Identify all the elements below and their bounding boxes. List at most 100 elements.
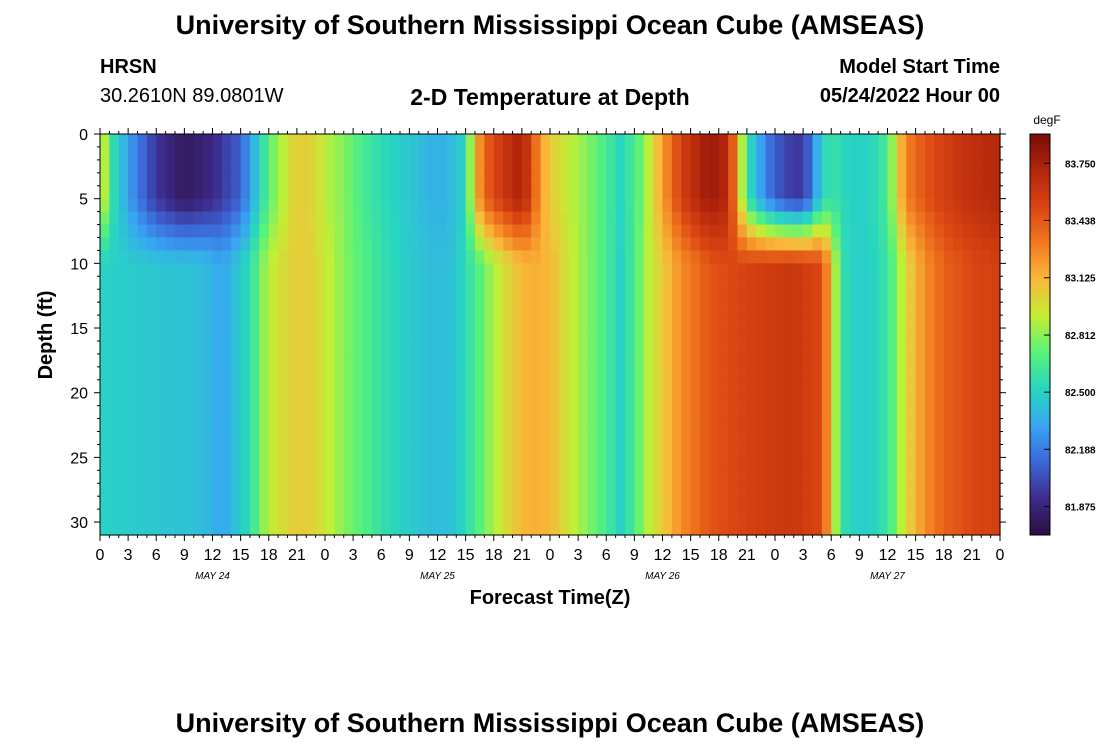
heatmap-cell — [728, 470, 739, 484]
heatmap-cell — [878, 470, 889, 484]
heatmap-cell — [671, 392, 682, 407]
heatmap-cell — [850, 159, 860, 174]
heatmap-cell — [137, 483, 148, 497]
heatmap-cell — [156, 522, 167, 536]
heatmap-cell — [343, 302, 354, 316]
heatmap-cell — [709, 340, 720, 355]
heatmap-cell — [268, 224, 279, 239]
heatmap-cell — [128, 496, 139, 510]
heatmap-cell — [353, 379, 364, 394]
heatmap-cell — [184, 457, 195, 471]
heatmap-cell — [400, 172, 410, 187]
heatmap-cell — [193, 211, 204, 226]
heatmap-cell — [521, 263, 532, 277]
heatmap-cell — [343, 405, 354, 420]
heatmap-cell — [615, 340, 626, 355]
heatmap-cell — [934, 172, 945, 187]
heatmap-cell — [718, 379, 729, 394]
heatmap-cell — [400, 353, 410, 368]
heatmap-cell — [540, 379, 551, 394]
heatmap-cell — [240, 379, 251, 394]
heatmap-cell — [203, 289, 214, 303]
heatmap-cell — [531, 418, 542, 433]
heatmap-cell — [793, 457, 804, 471]
heatmap-cell — [446, 172, 457, 187]
heatmap-cell — [203, 198, 214, 213]
heatmap-cell — [718, 250, 729, 264]
heatmap-cell — [325, 302, 335, 316]
heatmap-cell — [250, 457, 260, 471]
heatmap-cell — [484, 289, 495, 303]
heatmap-cell — [615, 496, 626, 510]
heatmap-cell — [653, 328, 664, 342]
heatmap-cell — [100, 276, 110, 290]
heatmap-cell — [231, 315, 242, 329]
heatmap-cell — [240, 353, 251, 368]
heatmap-cell — [625, 457, 635, 471]
heatmap-cell — [259, 366, 270, 381]
heatmap-cell — [137, 418, 148, 433]
heatmap-cell — [625, 366, 635, 381]
heatmap-cell — [990, 172, 1001, 187]
heatmap-cell — [671, 211, 682, 226]
heatmap-cell — [512, 237, 523, 252]
heatmap-cell — [803, 276, 814, 290]
heatmap-cell — [625, 134, 635, 148]
heatmap-cell — [690, 211, 701, 226]
heatmap-cell — [765, 418, 776, 433]
heatmap-cell — [231, 134, 242, 148]
heatmap-cell — [850, 444, 860, 458]
heatmap-cell — [418, 366, 429, 381]
heatmap-cell — [250, 289, 260, 303]
heatmap-cell — [953, 366, 964, 381]
heatmap-cell — [962, 470, 973, 484]
heatmap-cell — [671, 444, 682, 458]
heatmap-cell — [718, 509, 729, 523]
heatmap-cell — [559, 431, 570, 446]
heatmap-cell — [868, 172, 879, 187]
heatmap-cell — [193, 379, 204, 394]
heatmap-cell — [521, 328, 532, 342]
heatmap-cell — [803, 146, 814, 161]
heatmap-cell — [456, 340, 467, 355]
heatmap-cell — [184, 340, 195, 355]
heatmap-cell — [193, 431, 204, 446]
heatmap-cell — [981, 418, 992, 433]
heatmap-cell — [971, 470, 982, 484]
heatmap-cell — [287, 159, 298, 174]
heatmap-cell — [428, 185, 439, 200]
heatmap-cell — [850, 431, 860, 446]
heatmap-cell — [409, 250, 420, 264]
heatmap-cell — [671, 522, 682, 536]
heatmap-cell — [934, 211, 945, 226]
heatmap-cell — [718, 134, 729, 148]
heatmap-cell — [240, 522, 251, 536]
heatmap-cell — [400, 496, 410, 510]
heatmap-cell — [390, 185, 401, 200]
heatmap-cell — [915, 366, 926, 381]
heatmap-cell — [446, 522, 457, 536]
heatmap-cell — [615, 328, 626, 342]
heatmap-cell — [578, 379, 589, 394]
heatmap-cell — [550, 211, 560, 226]
heatmap-cell — [746, 340, 757, 355]
heatmap-cell — [812, 405, 823, 420]
heatmap-cell — [709, 405, 720, 420]
heatmap-cell — [671, 315, 682, 329]
heatmap-cell — [812, 159, 823, 174]
heatmap-cell — [221, 159, 232, 174]
heatmap-cell — [371, 250, 382, 264]
heatmap-cell — [765, 315, 776, 329]
heatmap-cell — [175, 146, 185, 161]
heatmap-cell — [475, 263, 485, 277]
x-tick-label: 21 — [288, 547, 306, 564]
heatmap-cell — [643, 198, 654, 213]
heatmap-cell — [193, 198, 204, 213]
heatmap-cell — [137, 353, 148, 368]
heatmap-cell — [550, 146, 560, 161]
heatmap-cell — [681, 431, 692, 446]
heatmap-cell — [268, 522, 279, 536]
heatmap-cell — [278, 185, 289, 200]
x-tick-label: 15 — [457, 547, 475, 564]
heatmap-cell — [784, 340, 795, 355]
